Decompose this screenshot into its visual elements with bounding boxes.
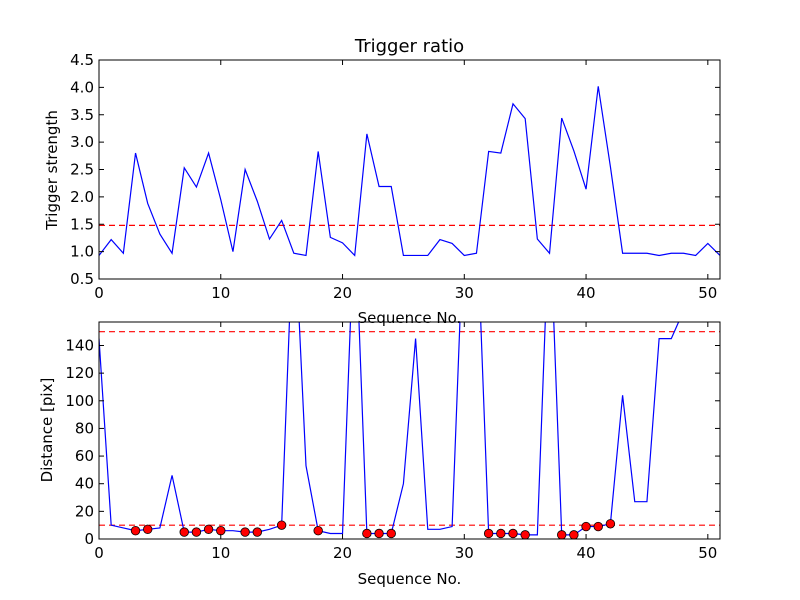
top-ticks: 0 10 20 30 40 50 0.5 1.0 1.5 2.0 2.5 3.0 3.5 4.0 4.5 xyxy=(70,51,720,302)
top-x-tick-label: 30 xyxy=(455,284,474,302)
bottom-ticks: 0 10 20 30 40 50 0 20 40 60 80 100 120 140 xyxy=(65,322,720,562)
top-y-tick-label: 4.0 xyxy=(70,78,94,96)
top-x-tick-label: 10 xyxy=(211,284,230,302)
top-y-tick-label: 2.0 xyxy=(70,188,94,206)
bottom-axes-frame xyxy=(98,321,721,540)
bottom-panel: 0 10 20 30 40 50 0 20 40 60 80 100 120 140 Sequence N… xyxy=(38,321,721,588)
bottom-x-tick-label: 30 xyxy=(455,544,474,562)
top-y-tick-label: 4.5 xyxy=(70,51,94,69)
bottom-y-tick-label: 140 xyxy=(65,336,94,354)
bottom-x-tick-label: 20 xyxy=(333,544,352,562)
top-plot-area xyxy=(99,86,720,257)
bottom-x-tick-label: 40 xyxy=(577,544,596,562)
bottom-marker-point xyxy=(569,530,579,539)
bottom-marker-point xyxy=(374,528,384,539)
bottom-marker-point xyxy=(362,528,372,539)
bottom-marker-point xyxy=(483,528,494,539)
bottom-series-line xyxy=(99,322,680,536)
bottom-marker-point xyxy=(313,526,323,536)
bottom-x-axis-title: Sequence No. xyxy=(358,570,462,588)
top-chart-title: Trigger ratio xyxy=(354,36,464,57)
bottom-x-tick-label: 50 xyxy=(698,544,717,562)
bottom-marker-point xyxy=(252,527,262,537)
bottom-y-tick-label: 0 xyxy=(84,530,94,548)
top-y-tick-label: 3.5 xyxy=(70,106,94,124)
top-y-tick-label: 1.5 xyxy=(70,215,94,233)
bottom-marker-point xyxy=(557,530,567,539)
bottom-marker-point xyxy=(496,528,506,539)
bottom-x-tick-label: 0 xyxy=(94,544,104,562)
top-x-tick-label: 20 xyxy=(333,284,352,302)
bottom-y-tick-label: 80 xyxy=(75,419,94,437)
top-series-line xyxy=(99,86,720,257)
top-panel: Trigger ratio 0 10 20 30 40 50 0.5 1.0 1.5 2.0 2.5… xyxy=(43,36,721,327)
bottom-marker-point xyxy=(581,521,591,532)
top-x-axis-title: Sequence No. xyxy=(358,309,462,327)
bottom-plot-area xyxy=(99,322,720,539)
bottom-y-tick-label: 60 xyxy=(75,447,94,465)
bottom-y-tick-label: 40 xyxy=(75,475,94,493)
top-y-tick-label: 3.0 xyxy=(70,133,94,151)
top-y-axis-title: Trigger strength xyxy=(43,110,61,231)
bottom-marker-point xyxy=(179,527,189,537)
top-y-tick-label: 0.5 xyxy=(70,270,94,288)
top-y-tick-label: 1.0 xyxy=(70,243,94,261)
bottom-x-tick-label: 10 xyxy=(211,544,230,562)
bottom-y-tick-label: 20 xyxy=(75,502,94,520)
top-y-tick-label: 2.5 xyxy=(70,161,94,179)
bottom-marker-point xyxy=(508,528,518,539)
top-axes-frame xyxy=(98,59,721,280)
bottom-marker-point xyxy=(276,520,287,530)
bottom-marker-point xyxy=(216,526,226,536)
bottom-marker-point xyxy=(191,527,202,537)
bottom-y-axis-title: Distance [pix] xyxy=(38,378,56,483)
top-x-tick-label: 0 xyxy=(94,284,104,302)
bottom-marker-point xyxy=(130,526,141,536)
bottom-marker-point xyxy=(386,528,396,539)
bottom-y-tick-label: 120 xyxy=(65,364,94,382)
bottom-marker-point xyxy=(593,521,603,532)
bottom-marker-point xyxy=(520,530,530,539)
bottom-y-tick-label: 100 xyxy=(65,392,94,410)
bottom-marker-point xyxy=(240,527,250,537)
bottom-marker-point xyxy=(203,524,214,535)
top-x-tick-label: 40 xyxy=(577,284,596,302)
bottom-marker-point xyxy=(605,519,616,529)
top-x-tick-label: 50 xyxy=(698,284,717,302)
bottom-marker-point xyxy=(143,524,153,535)
